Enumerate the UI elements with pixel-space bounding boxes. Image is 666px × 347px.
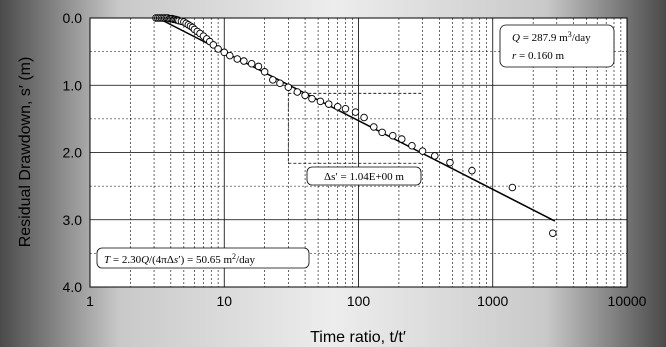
data-point	[468, 166, 476, 175]
data-point	[209, 41, 218, 49]
formula-mid: /(4πΔ	[149, 254, 174, 266]
data-point	[508, 183, 517, 192]
x-tick-label: 1	[86, 293, 94, 309]
r-value: = 0.160 m	[516, 50, 564, 62]
data-point	[360, 113, 368, 122]
delta-bracket	[287, 92, 423, 164]
x-tick-label: 1000	[477, 293, 508, 309]
formula-superscript: 2	[232, 252, 236, 261]
y-axis-title: Residual Drawdown, s′ (m)	[17, 57, 34, 248]
delta-label: Δs′ = 1.04E+00 m	[324, 171, 404, 183]
data-point	[254, 62, 263, 71]
data-point	[269, 76, 277, 84]
data-point	[408, 142, 416, 150]
data-point	[301, 91, 309, 100]
svg-text:T = 2.30Q/(4πΔs′) = 50.65 m2/d: T = 2.30Q/(4πΔs′) = 50.65 m2/day	[104, 252, 255, 266]
params-box: Q = 287.9 m3/day r = 0.160 m	[499, 24, 615, 68]
data-point	[247, 59, 256, 68]
q-superscript: 3	[568, 30, 572, 39]
data-point	[398, 135, 406, 143]
data-point	[446, 158, 454, 167]
y-tick-label: 0.0	[63, 10, 83, 26]
svg-text:r = 0.160 m: r = 0.160 m	[512, 50, 564, 62]
x-tick-label: 10	[216, 293, 232, 309]
q-unit: /day	[572, 32, 591, 44]
data-point	[308, 94, 316, 103]
tick-labels: 1 10 100 1000 10000 0.0 1.0 2.0 3.0 4.0	[63, 10, 647, 309]
x-tick-label: 10000	[608, 293, 647, 309]
data-point	[333, 103, 342, 111]
data-point	[214, 45, 222, 53]
data-point	[341, 105, 350, 113]
plot-frame	[89, 17, 628, 288]
data-point	[418, 147, 427, 155]
y-tick-label: 3.0	[63, 212, 83, 228]
y-tick-label: 4.0	[63, 279, 83, 295]
data-points-layer	[152, 14, 557, 237]
x-axis-title: Time ratio, t/t′	[310, 329, 406, 346]
formula-box: T = 2.30Q/(4πΔs′) = 50.65 m2/day	[96, 247, 310, 269]
q-value: = 287.9 m	[520, 32, 568, 44]
data-point	[233, 55, 242, 63]
y-tick-label: 2.0	[63, 145, 83, 161]
data-point	[316, 97, 325, 106]
x-tick-label: 100	[347, 293, 371, 309]
formula-result: ′) = 50.65 m	[178, 254, 232, 266]
y-tick-label: 1.0	[63, 77, 83, 93]
formula-q: Q	[141, 254, 149, 266]
delta-label-box: Δs′ = 1.04E+00 m	[306, 166, 422, 186]
svg-text:Q = 287.9 m3/day: Q = 287.9 m3/day	[512, 30, 591, 44]
data-point	[324, 100, 333, 108]
q-symbol: Q	[512, 32, 520, 44]
data-point	[431, 152, 439, 160]
formula-t: T	[104, 254, 111, 266]
formula-s: s	[174, 254, 178, 266]
formula-unit: /day	[236, 254, 255, 266]
data-point	[370, 123, 378, 131]
data-point	[276, 79, 284, 87]
data-point	[293, 88, 302, 96]
r-symbol: r	[512, 50, 517, 62]
data-point	[549, 229, 557, 237]
data-point	[389, 131, 397, 140]
data-point	[220, 48, 228, 57]
data-point	[240, 57, 248, 65]
data-point	[284, 83, 293, 92]
formula-eq: = 2.30	[110, 254, 141, 266]
data-point	[226, 51, 234, 60]
data-point	[378, 128, 386, 137]
data-point	[351, 108, 360, 116]
data-point	[260, 68, 269, 76]
